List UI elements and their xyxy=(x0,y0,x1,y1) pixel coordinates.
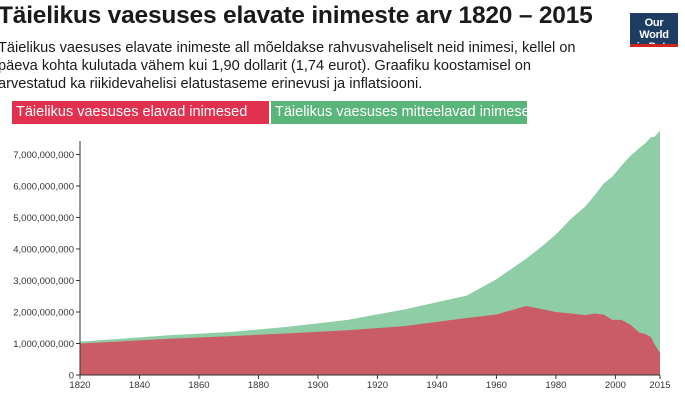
y-tick-label: 6,000,000,000 xyxy=(13,181,74,192)
x-tick-label: 1940 xyxy=(426,380,447,391)
legend-item-non-poverty[interactable]: Täielikus vaesuses mitteelavad inimesed xyxy=(271,101,538,124)
y-tick-label: 2,000,000,000 xyxy=(13,307,74,318)
owid-logo[interactable]: Our World in Data xyxy=(630,13,678,53)
x-tick-label: 2015 xyxy=(649,380,670,391)
y-tick-label: 7,000,000,000 xyxy=(13,150,74,161)
y-tick-label: 4,000,000,000 xyxy=(13,244,74,255)
legend-item-poverty[interactable]: Täielikus vaesuses elavad inimesed xyxy=(12,101,269,124)
chart-title: Täielikus vaesuses elavate inimeste arv … xyxy=(0,2,593,29)
y-tick-label: 5,000,000,000 xyxy=(13,213,74,224)
x-tick-label: 1840 xyxy=(129,380,150,391)
logo-line1: Our World xyxy=(639,17,669,41)
x-tick-label: 1880 xyxy=(248,380,269,391)
series-area-poverty xyxy=(80,306,660,375)
x-tick-label: 1900 xyxy=(307,380,328,391)
y-tick-label: 0 xyxy=(69,371,74,382)
chart-subtitle: Täielikus vaesuses elavate inimeste all … xyxy=(0,40,576,92)
x-tick-label: 1820 xyxy=(69,380,90,391)
x-tick-label: 1980 xyxy=(545,380,566,391)
x-tick-label: 1920 xyxy=(367,380,388,391)
x-tick-label: 2000 xyxy=(605,380,626,391)
logo-accent-bar xyxy=(630,44,678,47)
y-tick-label: 1,000,000,000 xyxy=(13,339,74,350)
y-tick-label: 3,000,000,000 xyxy=(13,276,74,287)
x-tick-label: 1960 xyxy=(486,380,507,391)
x-tick-label: 1860 xyxy=(188,380,209,391)
